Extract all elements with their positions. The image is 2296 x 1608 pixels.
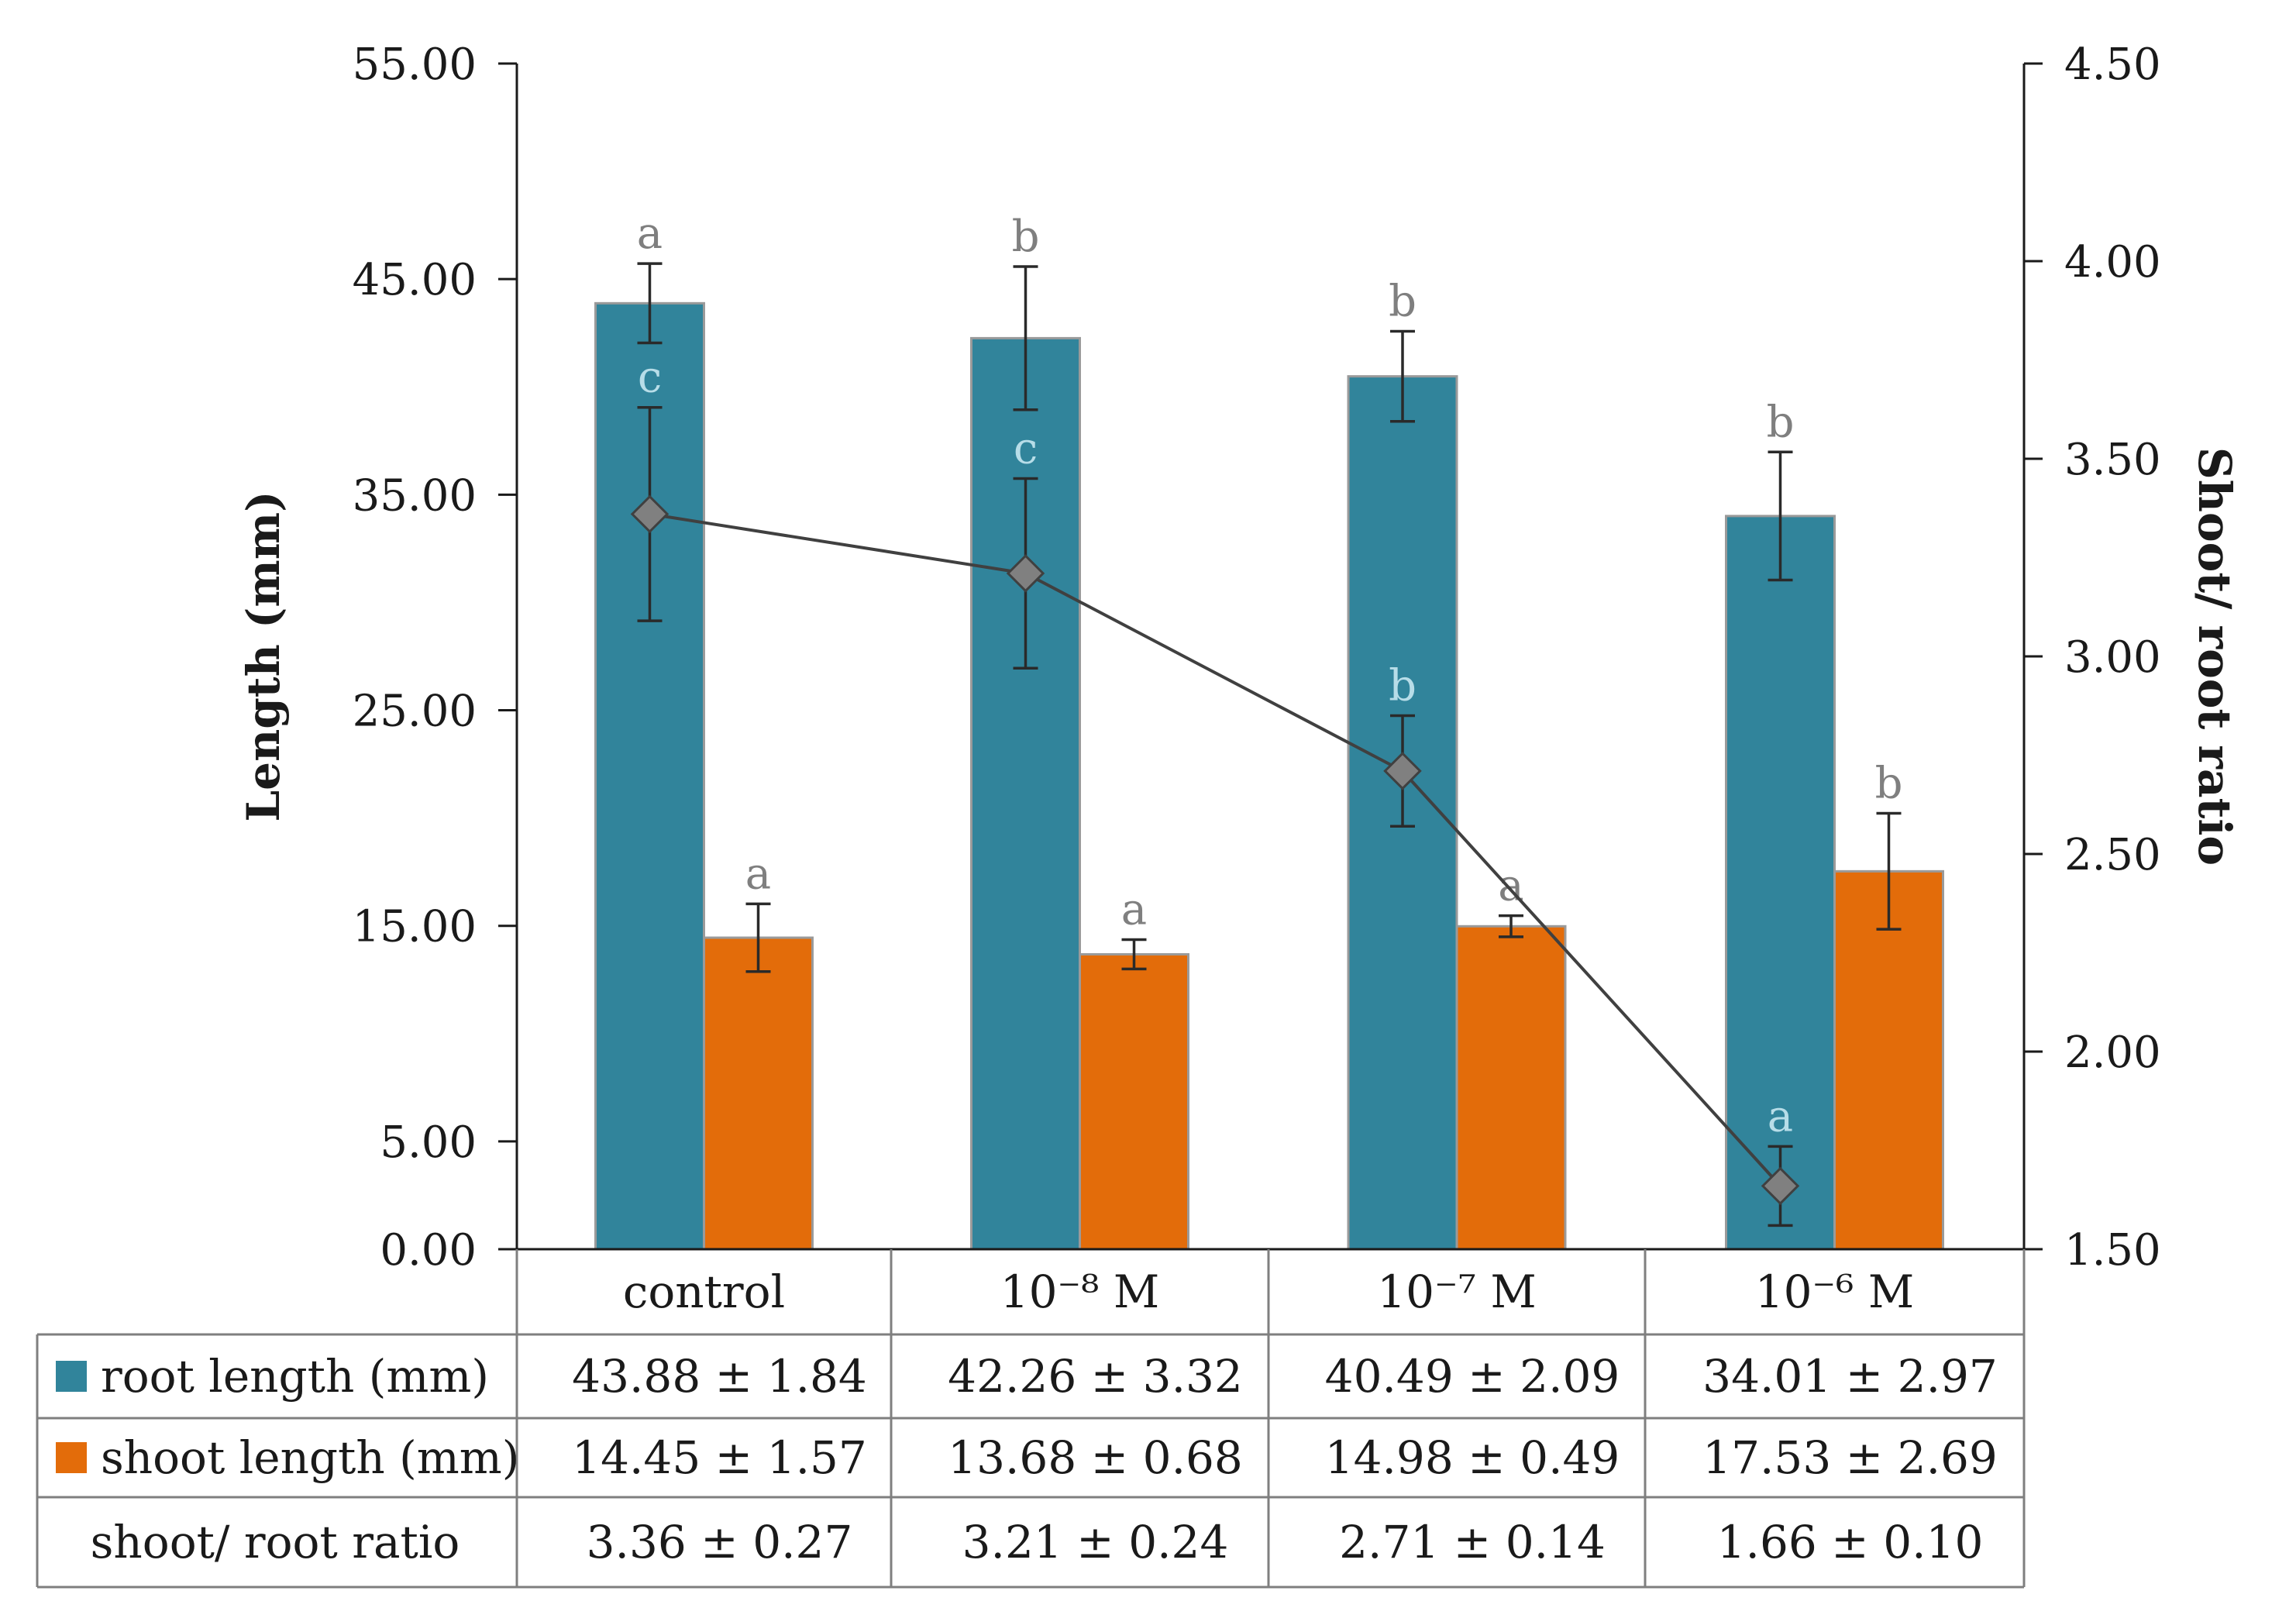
table-cell: 2.71 ± 0.14 (1339, 1516, 1606, 1568)
table-cell: 3.36 ± 0.27 (587, 1516, 853, 1568)
right-tick-label: 2.00 (2064, 1028, 2161, 1078)
bar-shoot (703, 936, 814, 1251)
significance-letter: a (745, 849, 771, 899)
row-label: shoot length (mm) (101, 1431, 519, 1484)
significance-letter: a (1768, 1091, 1793, 1141)
right-tick-label: 1.50 (2064, 1225, 2161, 1276)
significance-letter: b (1012, 212, 1040, 262)
right-tick-label: 2.50 (2064, 830, 2161, 880)
significance-letter: c (1014, 424, 1038, 474)
table-cell: 17.53 ± 2.69 (1702, 1431, 1998, 1484)
significance-letter: a (637, 208, 663, 259)
table-cell: 1.66 ± 0.10 (1717, 1516, 1984, 1568)
significance-letter: b (1389, 661, 1416, 711)
table-cell: 14.98 ± 0.49 (1325, 1431, 1620, 1484)
significance-letter: a (1498, 861, 1523, 911)
ratio-marker (1383, 752, 1422, 790)
right-tick-label: 3.00 (2064, 632, 2161, 683)
right-tick-label: 3.50 (2064, 435, 2161, 485)
bar-root (970, 336, 1081, 1251)
left-tick-label: 45.00 (353, 255, 477, 305)
right-tick-label: 4.00 (2064, 237, 2161, 288)
ratio-marker (1006, 554, 1045, 593)
ratio-marker (1761, 1166, 1800, 1206)
left-tick-label: 35.00 (353, 470, 477, 521)
category-label: control (623, 1265, 785, 1318)
table-cell: 43.88 ± 1.84 (572, 1350, 867, 1403)
table-cell: 42.26 ± 3.32 (948, 1350, 1243, 1403)
right-axis-title: Shoot/ root ratio (2188, 447, 2241, 866)
left-tick-label: 5.00 (380, 1117, 477, 1168)
table-cell: 34.01 ± 2.97 (1702, 1350, 1998, 1403)
left-tick-label: 55.00 (353, 40, 477, 90)
table-cell: 13.68 ± 0.68 (948, 1431, 1243, 1484)
row-label: root length (mm) (101, 1350, 489, 1403)
left-tick-label: 0.00 (380, 1225, 477, 1276)
row-label: shoot/ root ratio (91, 1516, 460, 1568)
category-label: 10⁻⁸ M (1000, 1265, 1160, 1318)
table-cell: 3.21 ± 0.24 (962, 1516, 1229, 1568)
significance-letter: b (1389, 277, 1416, 327)
category-label: 10⁻⁷ M (1377, 1265, 1537, 1318)
left-tick-label: 25.00 (353, 687, 477, 737)
table-cell: 40.49 ± 2.09 (1325, 1350, 1620, 1403)
ratio-marker (630, 494, 670, 534)
significance-letter: c (638, 353, 662, 403)
significance-letter: b (1875, 759, 1903, 809)
table-cell: 14.45 ± 1.57 (572, 1431, 867, 1484)
legend-swatch (56, 1361, 87, 1392)
significance-letter: a (1121, 885, 1147, 935)
left-axis-title: Length (mm) (237, 491, 290, 821)
right-tick-label: 4.50 (2064, 40, 2161, 90)
bar-shoot (1079, 952, 1189, 1251)
bar-shoot (1455, 925, 1567, 1251)
significance-letter: b (1767, 397, 1795, 447)
left-tick-label: 15.00 (353, 902, 477, 952)
ratio-line (649, 512, 1781, 1187)
legend-swatch (56, 1442, 87, 1473)
category-label: 10⁻⁶ M (1755, 1265, 1915, 1318)
